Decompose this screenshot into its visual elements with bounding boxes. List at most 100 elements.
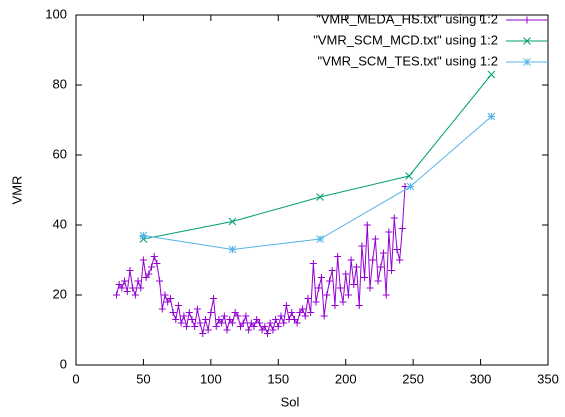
y-tick-label: 80 (53, 76, 67, 91)
point-marker (150, 253, 158, 260)
point-marker (183, 323, 191, 330)
point-marker (188, 316, 196, 323)
point-marker (377, 263, 385, 271)
point-marker (210, 295, 218, 302)
point-marker (161, 291, 169, 299)
y-tick-label: 0 (60, 356, 67, 371)
legend-marker (523, 58, 531, 66)
point-marker (331, 302, 339, 309)
point-marker (204, 326, 212, 334)
y-tick-label: 20 (53, 286, 67, 301)
point-marker (129, 284, 137, 292)
y-tick-label: 100 (45, 6, 67, 21)
point-marker (145, 270, 153, 278)
point-marker (350, 281, 358, 288)
point-marker (272, 316, 280, 323)
point-marker (388, 267, 396, 274)
point-marker (390, 214, 398, 222)
point-marker (336, 284, 344, 292)
point-marker (266, 319, 274, 327)
point-marker (172, 316, 180, 323)
point-marker (363, 221, 371, 229)
x-tick-label: 350 (537, 371, 559, 386)
point-marker (487, 112, 496, 121)
point-marker (326, 277, 334, 285)
point-marker (366, 284, 374, 292)
x-tick-label: 50 (136, 371, 150, 386)
point-marker (212, 323, 220, 330)
point-marker (385, 228, 393, 236)
point-marker (396, 256, 404, 264)
x-tick-label: 150 (267, 371, 289, 386)
point-marker (316, 193, 324, 201)
point-marker (158, 305, 166, 313)
point-marker (274, 323, 282, 330)
point-marker (196, 319, 204, 327)
point-marker (312, 298, 320, 306)
point-marker (288, 309, 296, 316)
point-marker (185, 309, 193, 316)
point-marker (218, 319, 226, 327)
point-marker (358, 242, 366, 250)
point-marker (228, 319, 236, 327)
x-tick-label: 200 (335, 371, 357, 386)
point-marker (191, 323, 199, 330)
point-marker (304, 295, 312, 302)
x-tick-label: 0 (72, 371, 79, 386)
point-marker (301, 312, 309, 320)
point-marker (374, 277, 382, 285)
point-marker (180, 312, 188, 320)
point-marker (139, 231, 148, 240)
point-marker (228, 217, 237, 226)
point-marker (153, 260, 161, 267)
y-tick-label: 40 (53, 216, 67, 231)
point-marker (223, 326, 231, 334)
point-marker (347, 256, 355, 264)
point-marker (315, 284, 323, 292)
point-marker (123, 288, 131, 295)
point-marker (299, 305, 307, 313)
point-marker (234, 312, 242, 320)
point-marker (334, 253, 342, 260)
point-marker (201, 316, 209, 323)
point-marker (174, 302, 182, 309)
point-marker (316, 235, 324, 243)
x-tick-label: 300 (470, 371, 492, 386)
point-marker (323, 291, 331, 299)
point-marker (369, 256, 377, 264)
point-marker (126, 267, 134, 274)
point-marker (245, 326, 253, 334)
point-marker (148, 263, 156, 271)
point-marker (166, 295, 174, 302)
point-marker (199, 330, 207, 337)
point-marker (263, 330, 271, 337)
point-marker (371, 235, 379, 243)
point-marker (228, 245, 237, 254)
point-marker (169, 309, 177, 316)
point-marker (280, 319, 288, 327)
point-marker (139, 256, 147, 264)
point-marker (406, 182, 415, 191)
point-marker (361, 274, 369, 281)
y-tick-label: 60 (53, 146, 67, 161)
point-marker (250, 323, 258, 330)
point-marker (220, 312, 228, 320)
point-marker (405, 172, 413, 180)
point-marker (282, 302, 290, 309)
point-marker (261, 323, 269, 330)
legend-label: "VMR_MEDA_HS.txt" using 1:2 (316, 11, 498, 26)
point-marker (293, 319, 301, 327)
point-marker (328, 267, 336, 274)
point-marker (342, 270, 350, 278)
point-marker (242, 312, 250, 320)
series-line (115, 186, 406, 336)
point-marker (309, 260, 317, 267)
legend-label: "VMR_SCM_MCD.txt" using 1:2 (313, 32, 498, 47)
plot-frame (75, 14, 549, 366)
point-marker (317, 274, 325, 281)
point-marker (379, 249, 387, 257)
y-axis-label: VMR (9, 176, 24, 205)
point-marker (277, 312, 285, 320)
